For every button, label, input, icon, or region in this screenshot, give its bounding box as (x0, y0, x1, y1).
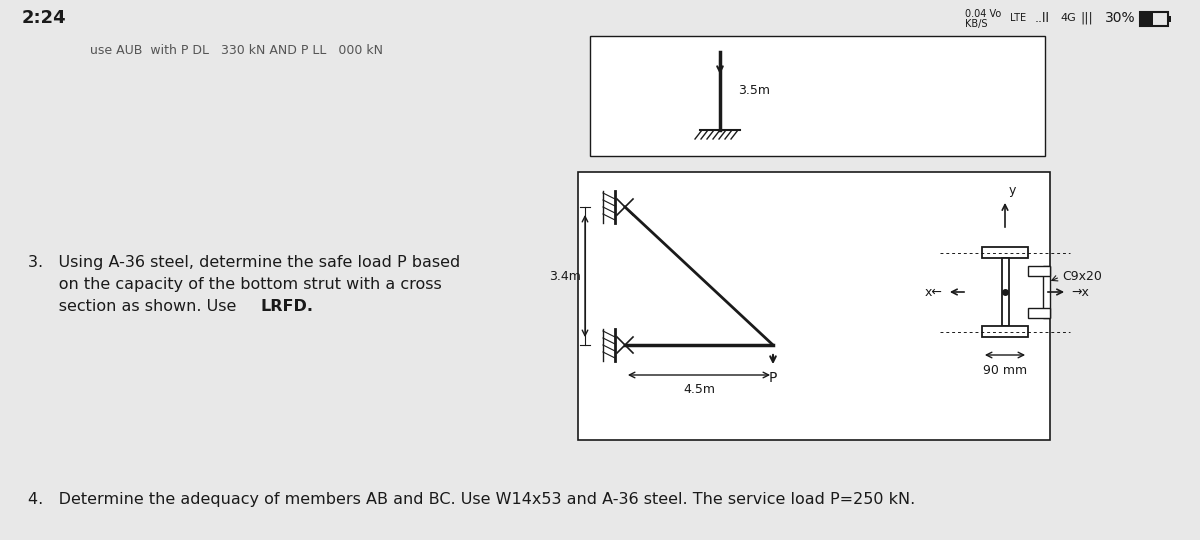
Text: 30%: 30% (1105, 11, 1135, 25)
Text: |||: ||| (1080, 11, 1093, 24)
Text: y: y (1009, 184, 1016, 197)
Bar (1028, 266, 1050, 276)
Bar (1140, 12, 1168, 26)
Bar (1043, 266, 1050, 318)
Text: 2:24: 2:24 (22, 9, 67, 27)
Text: 3.   Using A-36 steel, determine the safe load P based: 3. Using A-36 steel, determine the safe … (28, 255, 461, 270)
Text: 4.5m: 4.5m (683, 383, 715, 396)
Bar (578, 172, 1050, 440)
Text: KB/S: KB/S (965, 19, 988, 29)
Text: →x: →x (1072, 286, 1088, 299)
Bar (1168, 16, 1171, 22)
Text: on the capacity of the bottom strut with a cross: on the capacity of the bottom strut with… (28, 277, 442, 292)
Text: 0.04 Vo: 0.04 Vo (965, 9, 1001, 19)
Text: 4.   Determine the adequacy of members AB and BC. Use W14x53 and A-36 steel. The: 4. Determine the adequacy of members AB … (28, 492, 916, 507)
Bar (1028, 308, 1050, 318)
Text: x←: x← (925, 286, 943, 299)
Text: 3.4m: 3.4m (550, 269, 581, 282)
Text: 3.5m: 3.5m (738, 84, 770, 98)
Text: use AUB  with P DL   330 kN AND P LL   000 kN: use AUB with P DL 330 kN AND P LL 000 kN (90, 44, 383, 57)
Bar (1141, 13, 1153, 25)
Text: section as shown. Use: section as shown. Use (28, 299, 241, 314)
Text: LRFD.: LRFD. (260, 299, 313, 314)
Bar (982, 247, 1028, 258)
Bar (982, 326, 1028, 337)
Text: ..ll: ..ll (1034, 11, 1050, 24)
Text: 4G: 4G (1060, 13, 1075, 23)
Text: LTE: LTE (1010, 13, 1026, 23)
Text: C9x20: C9x20 (1062, 271, 1102, 284)
Text: 90 mm: 90 mm (983, 364, 1027, 377)
Text: P: P (769, 371, 778, 385)
Bar (1002, 258, 1009, 326)
Bar (590, 36, 1045, 156)
